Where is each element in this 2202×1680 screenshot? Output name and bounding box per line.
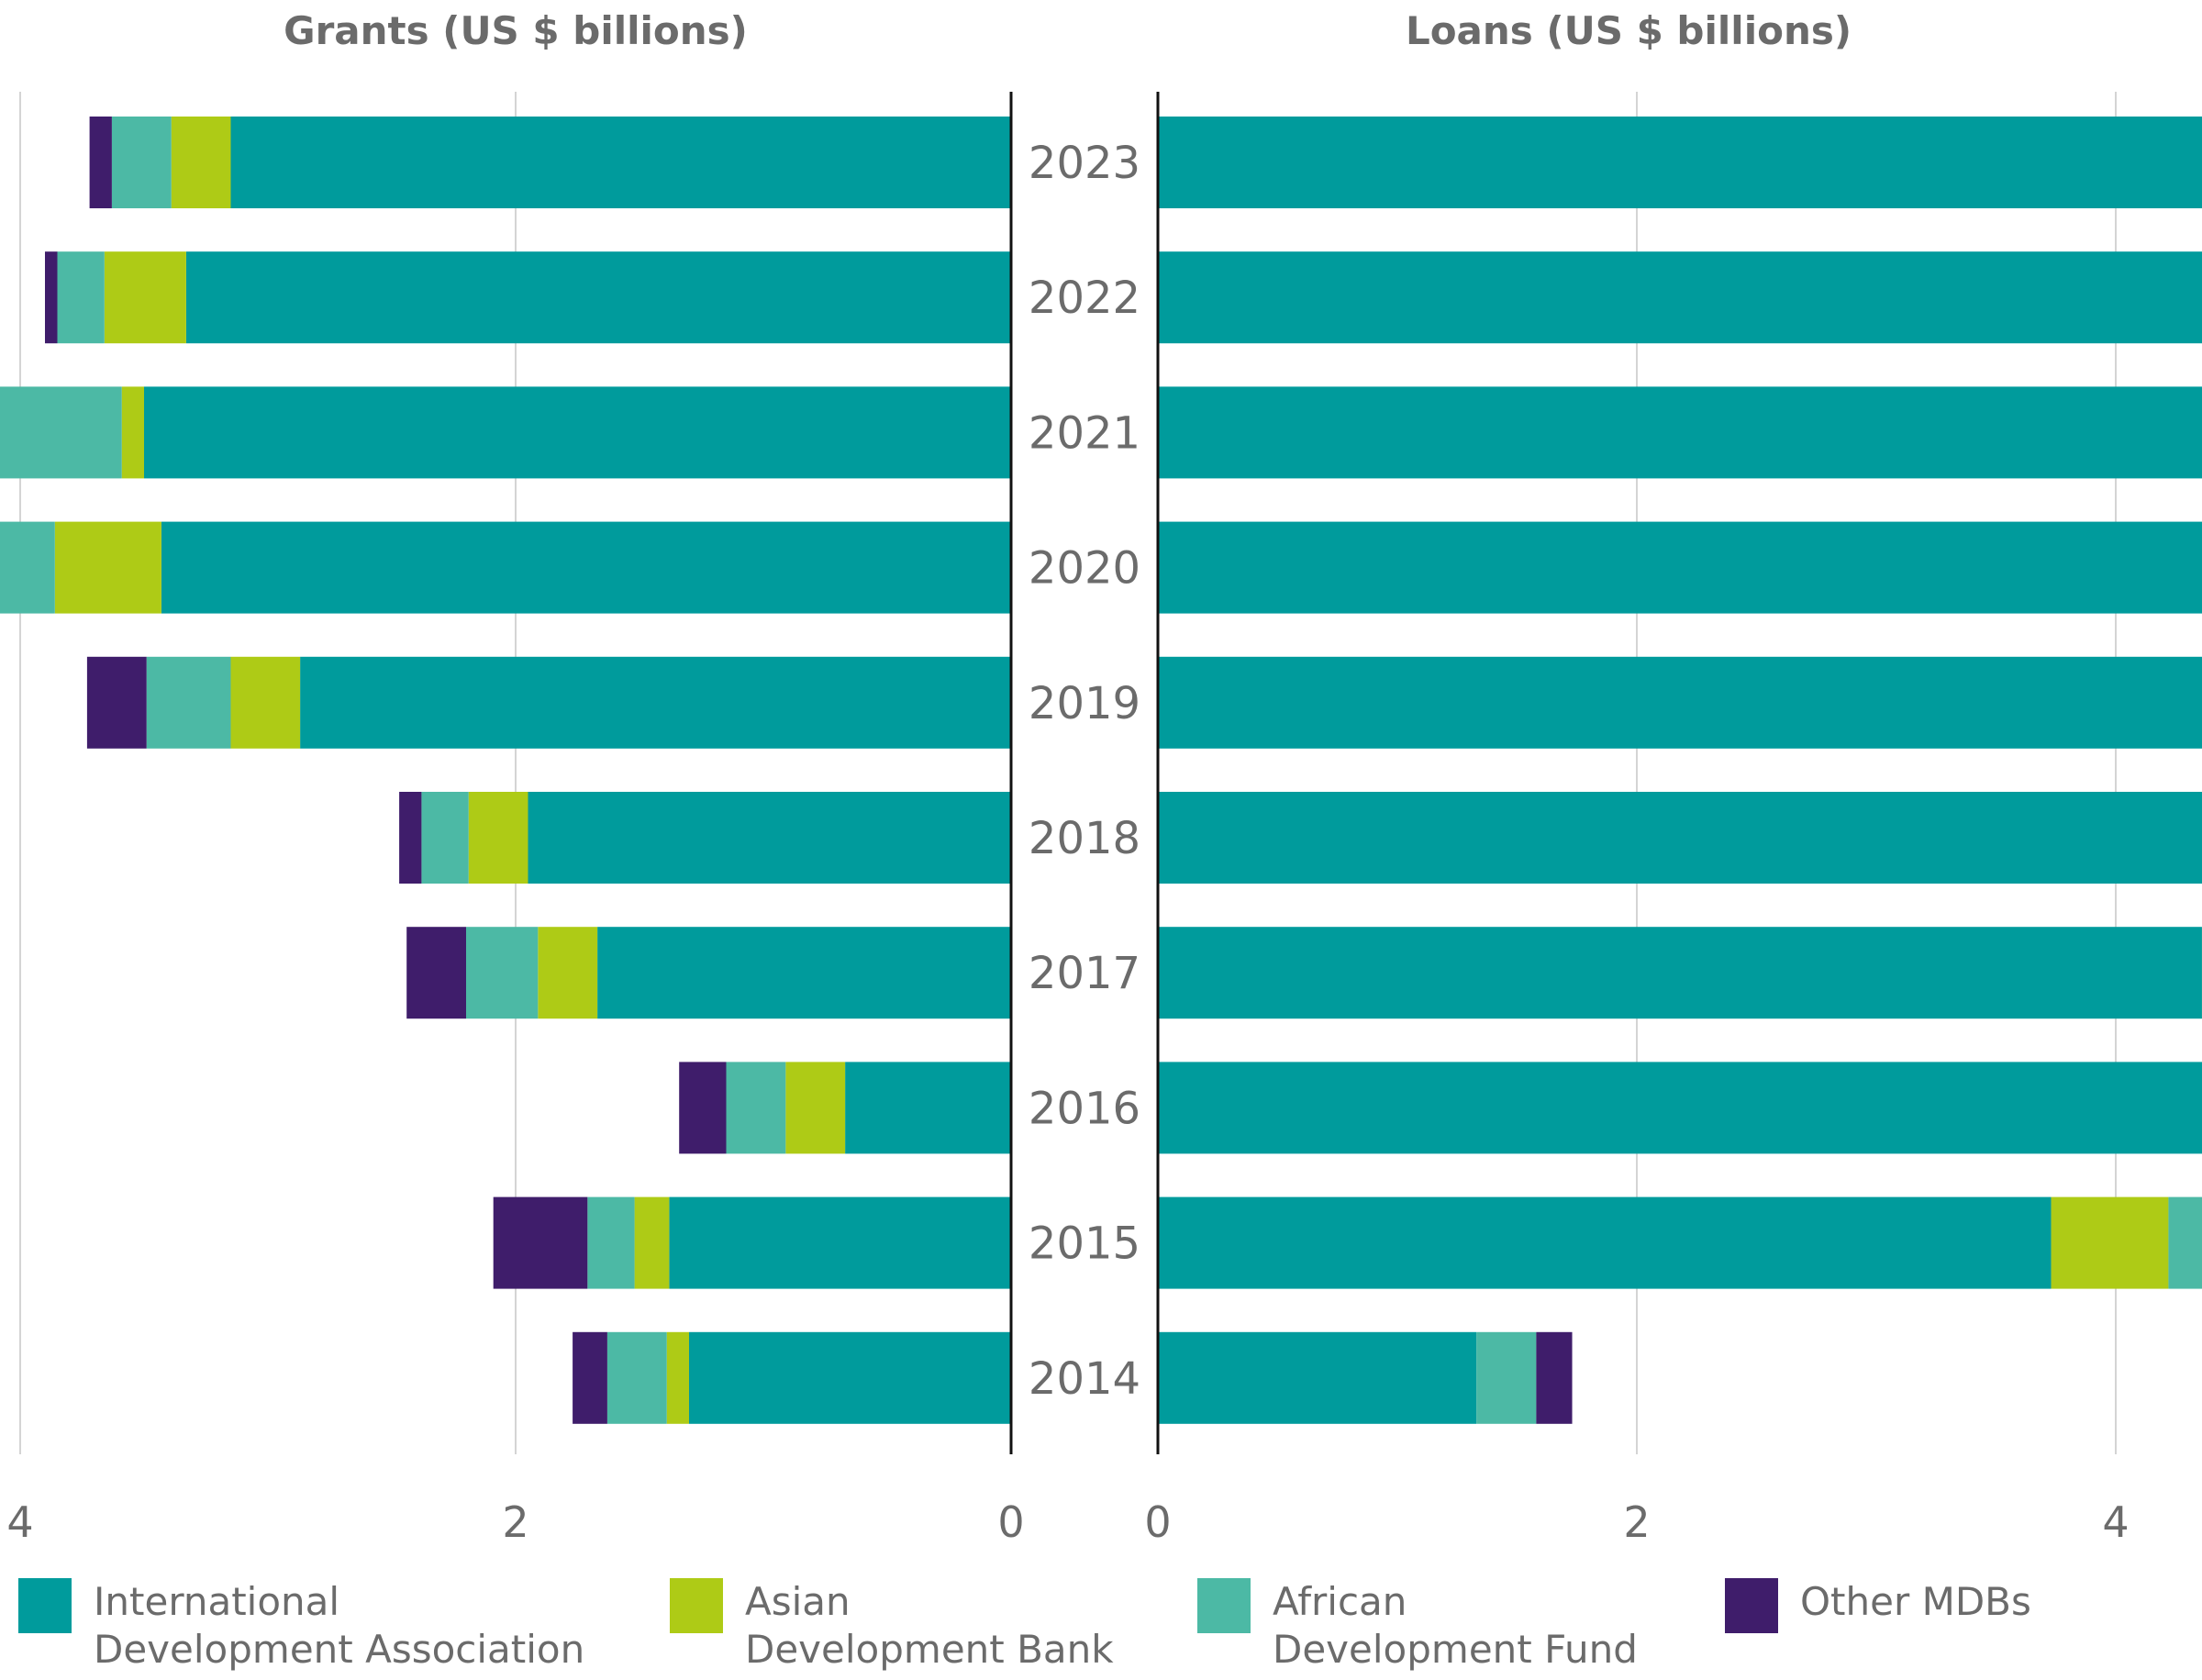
legend-item-asian-development-bank: Asian Development Bank [670, 1578, 1259, 1674]
loan-bar-2015-international-development-association [1158, 1196, 2052, 1289]
grant-bar-2023-international-development-association [230, 117, 1011, 208]
year-label-2017: 2017 [1029, 948, 1140, 999]
grant-bar-2015-african-development-fund [587, 1196, 635, 1289]
year-label-2015: 2015 [1029, 1218, 1140, 1270]
labels: 2023202220212020201920182017201620152014… [6, 8, 2129, 1547]
grant-bar-2016-international-development-association [845, 1062, 1011, 1154]
axes [1009, 92, 1160, 1454]
grant-bar-2019-other-mdbs [86, 656, 147, 749]
year-label-2022: 2022 [1029, 273, 1140, 324]
grant-bar-2015-other-mdbs [493, 1196, 588, 1289]
loans-tick-label-4: 4 [2102, 1497, 2129, 1547]
grant-bar-2014-asian-development-bank [666, 1331, 689, 1424]
grant-bar-2018-asian-development-bank [468, 792, 528, 884]
year-label-2023: 2023 [1029, 138, 1140, 189]
legend-label: African Development Fund [1273, 1579, 1638, 1672]
bars [0, 117, 2202, 1424]
grant-bar-2020-african-development-fund [0, 521, 55, 614]
year-label-2016: 2016 [1029, 1083, 1140, 1134]
legend-swatch [670, 1578, 723, 1633]
grant-bar-2017-african-development-fund [466, 927, 539, 1019]
loan-bar-2018-international-development-association [1158, 792, 2202, 884]
grants-tick-label-4: 4 [6, 1497, 33, 1547]
loan-bar-2017-international-development-association [1158, 927, 2202, 1019]
grant-bar-2023-african-development-fund [111, 117, 172, 208]
year-label-2021: 2021 [1029, 407, 1140, 459]
grant-bar-2014-african-development-fund [606, 1331, 667, 1424]
year-label-2018: 2018 [1029, 813, 1140, 864]
loans-panel-title: Loans (US $ billions) [1406, 8, 1852, 53]
grants-tick-label-0: 0 [997, 1497, 1024, 1547]
grants-panel-title: Grants (US $ billions) [284, 8, 748, 53]
grant-bar-2022-other-mdbs [45, 251, 58, 344]
grant-bar-2014-other-mdbs [573, 1331, 607, 1424]
legend-swatch [1725, 1578, 1778, 1633]
loan-bar-2014-other-mdbs [1536, 1331, 1573, 1424]
grant-bar-2022-international-development-association [185, 251, 1011, 344]
loans-tick-label-0: 0 [1144, 1497, 1171, 1547]
grant-bar-2022-asian-development-bank [104, 251, 186, 344]
chart-legend: International Development Association Asi… [0, 1578, 2202, 1680]
grant-bar-2020-asian-development-bank [54, 521, 161, 614]
grant-bar-2014-international-development-association [689, 1331, 1011, 1424]
grant-bar-2016-asian-development-bank [785, 1062, 846, 1154]
legend-label: International Development Association [94, 1579, 585, 1672]
grant-bar-2015-asian-development-bank [634, 1196, 670, 1289]
grant-bar-2023-other-mdbs [89, 117, 112, 208]
grants-tick-label-2: 2 [502, 1497, 528, 1547]
loan-bar-2015-asian-development-bank [2051, 1196, 2169, 1289]
grant-bar-2023-asian-development-bank [171, 117, 231, 208]
grant-bar-2019-asian-development-bank [230, 656, 301, 749]
grant-bar-2017-other-mdbs [406, 927, 466, 1019]
loans-tick-label-2: 2 [1623, 1497, 1650, 1547]
loan-bar-2014-african-development-fund [1476, 1331, 1537, 1424]
legend-swatch [1197, 1578, 1251, 1633]
year-label-2014: 2014 [1029, 1353, 1140, 1405]
legend-label: Asian Development Bank [745, 1579, 1114, 1672]
legend-label: Other MDBs [1800, 1579, 2031, 1624]
grant-bar-2018-other-mdbs [399, 792, 422, 884]
loan-bar-2016-international-development-association [1158, 1062, 2202, 1154]
legend-swatch [18, 1578, 72, 1633]
year-label-2019: 2019 [1029, 678, 1140, 729]
grant-bar-2015-international-development-association [669, 1196, 1011, 1289]
loan-bar-2020-international-development-association [1158, 521, 2202, 614]
loan-bar-2023-international-development-association [1158, 117, 2202, 208]
loan-bar-2019-international-development-association [1158, 656, 2202, 749]
grant-bar-2016-other-mdbs [679, 1062, 727, 1154]
loan-bar-2015-african-development-fund [2168, 1196, 2202, 1289]
grant-bar-2022-african-development-fund [57, 251, 105, 344]
legend-item-international-development-association: International Development Association [18, 1578, 607, 1674]
year-label-2020: 2020 [1029, 543, 1140, 595]
grant-bar-2021-asian-development-bank [121, 386, 144, 479]
grant-bar-2019-international-development-association [300, 656, 1012, 749]
grant-bar-2021-african-development-fund [0, 386, 122, 479]
legend-item-other-mdbs: Other MDBs [1725, 1578, 2202, 1633]
grant-bar-2020-international-development-association [161, 521, 1011, 614]
grant-bar-2016-african-development-fund [726, 1062, 786, 1154]
loan-bar-2021-international-development-association [1158, 386, 2202, 479]
loan-bar-2014-international-development-association [1158, 1331, 1477, 1424]
grant-bar-2018-international-development-association [528, 792, 1011, 884]
grant-bar-2018-african-development-fund [421, 792, 469, 884]
grant-bar-2017-asian-development-bank [538, 927, 598, 1019]
grant-bar-2021-international-development-association [144, 386, 1011, 479]
loan-bar-2022-international-development-association [1158, 251, 2202, 344]
grant-bar-2017-international-development-association [597, 927, 1011, 1019]
legend-item-african-development-fund: African Development Fund [1197, 1578, 1786, 1674]
grant-bar-2019-african-development-fund [146, 656, 231, 749]
